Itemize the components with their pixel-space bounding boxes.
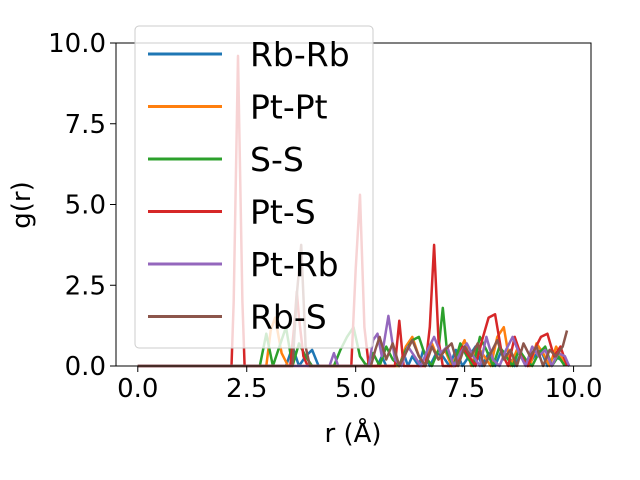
x-ticks: 0.0 2.5 5.0 7.5 10.0: [117, 366, 603, 404]
x-tick-label: 10.0: [545, 374, 603, 404]
y-tick-label: 10.0: [48, 29, 106, 59]
legend-label-2: S-S: [250, 140, 304, 179]
y-tick-label: 2.5: [65, 271, 106, 301]
legend-label-4: Pt-Rb: [250, 245, 339, 284]
x-tick-label: 7.5: [444, 374, 485, 404]
x-tick-label: 5.0: [335, 374, 376, 404]
legend-label-5: Rb-S: [250, 298, 327, 337]
legend-label-0: Rb-Rb: [250, 35, 350, 74]
y-tick-label: 0.0: [65, 352, 106, 382]
y-ticks: 0.0 2.5 5.0 7.5 10.0: [48, 29, 116, 382]
legend: Rb-Rb Pt-Pt S-S Pt-S Pt-Rb Rb-S: [134, 25, 374, 349]
series-line-5: [137, 243, 569, 368]
y-tick-label: 7.5: [65, 110, 106, 140]
x-tick-label: 2.5: [226, 374, 267, 404]
y-axis-label: g(r): [7, 181, 37, 228]
legend-label-3: Pt-S: [250, 193, 316, 232]
y-tick-label: 5.0: [65, 191, 106, 221]
legend-label-1: Pt-Pt: [250, 88, 328, 127]
x-axis-label: r (Å): [324, 417, 381, 449]
x-tick-label: 0.0: [117, 374, 158, 404]
